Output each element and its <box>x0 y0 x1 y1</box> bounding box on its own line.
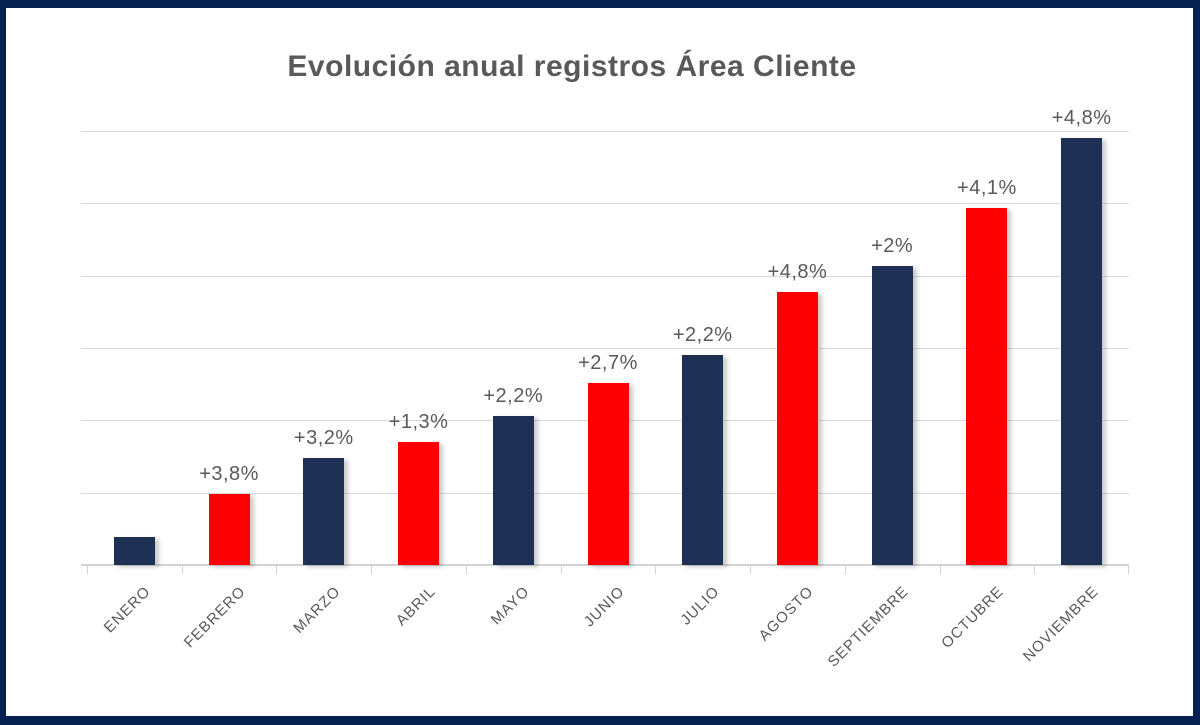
bar-abril <box>398 442 440 565</box>
x-axis-tick <box>465 566 467 574</box>
gridline <box>81 348 1129 349</box>
bar-mayo <box>492 416 534 565</box>
bar-value-label: +1,3% <box>388 411 449 434</box>
x-axis-tick <box>939 566 941 574</box>
x-axis-tick <box>276 566 278 574</box>
x-axis-tick <box>560 566 562 574</box>
bar-octubre <box>966 207 1008 565</box>
x-axis-tick <box>750 566 752 574</box>
gridline <box>81 131 1129 132</box>
bar-value-label: +3,2% <box>293 426 354 449</box>
gridline <box>81 203 1129 205</box>
bar-enero <box>113 536 155 565</box>
x-axis-tick <box>1034 566 1036 574</box>
x-axis-tick <box>371 566 373 574</box>
x-axis-line <box>81 564 1129 566</box>
bar-marzo <box>303 457 345 565</box>
gridline <box>81 275 1129 277</box>
x-axis-tick <box>844 566 846 574</box>
bar-septiembre <box>871 265 913 565</box>
x-axis-tick <box>181 566 183 574</box>
plot-area: ENERO +3,8% FEBRERO +3,2% MARZO +1,3% ABRIL +2,… <box>81 107 1129 670</box>
bar-agosto <box>776 291 818 565</box>
bar-junio <box>587 382 629 565</box>
bar-febrero <box>208 494 250 565</box>
bar-value-label: +3,8% <box>199 463 259 486</box>
x-axis-tick <box>655 566 657 574</box>
bar-value-label: +4,8% <box>1051 107 1112 130</box>
bar-value-label: +2,2% <box>672 323 733 346</box>
bar-value-label: +4,8% <box>767 260 828 283</box>
bar-julio <box>682 354 724 565</box>
bar-value-label: +2,2% <box>483 385 544 407</box>
bar-value-label: +2% <box>871 234 914 257</box>
bar-noviembre <box>1061 138 1103 565</box>
chart-title: Evolución anual registros Área Cliente <box>287 50 857 83</box>
x-axis-tick <box>1128 566 1129 574</box>
x-axis-tick <box>87 566 88 574</box>
bar-value-label: +4,1% <box>957 176 1017 199</box>
bar-value-label: +2,7% <box>578 351 638 374</box>
